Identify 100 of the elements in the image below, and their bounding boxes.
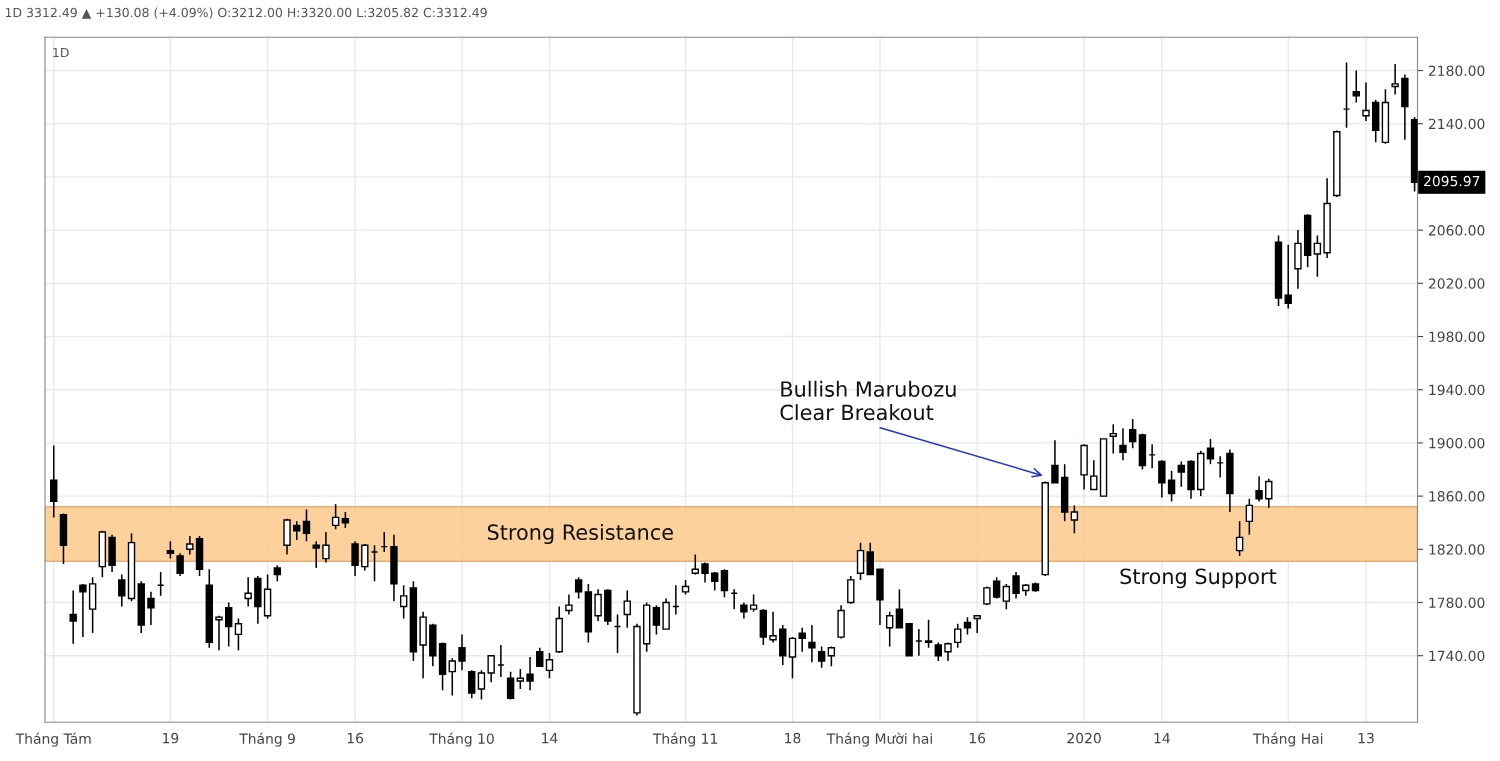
y-tick-label: 1900.00 [1429,437,1485,449]
candlestick [944,641,952,662]
candlestick [458,633,466,672]
x-tick-label: Tháng Tám [15,732,91,747]
y-tick-label: 1980.00 [1429,331,1485,342]
annotation: Bullish Marubozu Clear Breakout [780,380,956,421]
candlestick [769,611,777,644]
candlestick [720,568,729,598]
candlestick [924,619,933,649]
candlestick [361,543,369,572]
candlestick [934,641,942,662]
candlestick [594,588,602,622]
candlestick [1119,427,1127,461]
candlestick [885,611,894,648]
candlestick [244,576,252,608]
x-tick-label: Tháng 10 [429,732,494,747]
candlestick [856,541,865,581]
candlestick [312,540,320,569]
candlestick [973,615,981,634]
candlestick [574,576,583,600]
candlestick [1167,470,1176,503]
candlestick [817,645,826,669]
y-tick-label: 1780.00 [1429,597,1485,608]
x-tick-label: 2020 [1067,732,1101,744]
y-tick-label: 2060.00 [1428,225,1485,236]
candlestick [1109,423,1117,455]
candlestick [545,652,554,680]
candlestick [225,601,233,648]
candlestick [1391,63,1399,96]
candlestick [176,552,184,577]
candlestick [506,670,515,701]
candlestick [1284,243,1292,310]
candlestick [1352,69,1360,104]
candlestick [652,604,661,636]
candlestick [468,669,476,700]
candlestick [1255,475,1263,503]
candlestick [331,503,340,531]
x-tick-label: 14 [542,733,558,744]
candlestick [1128,418,1137,449]
candlestick [1070,504,1079,535]
candlestick [808,624,816,664]
y-tick-label: 2140.00 [1428,118,1485,130]
candlestick [623,589,631,629]
candlestick [798,627,806,653]
annotation: Strong Support [1120,568,1277,589]
candlestick [1235,520,1244,557]
x-tick-label: 14 [1154,733,1170,744]
candlestick [50,444,58,519]
candlestick [487,654,495,684]
x-tick-label: 19 [163,732,179,744]
text: 2095.97 [1424,175,1480,187]
x-tick-label: Tháng Hai [1252,732,1323,747]
candlestick [866,541,874,576]
candlestick [1265,478,1273,509]
candlestick [477,669,486,701]
candlestick [1051,439,1059,484]
candlestick [186,535,194,556]
candlestick [526,656,534,692]
x-tick-label: 18 [785,732,801,744]
candlestick [1313,234,1322,278]
candlestick [788,636,797,680]
candlestick [118,573,126,608]
candlestick [79,583,87,638]
x-tick-label: 13 [1358,732,1374,744]
candlestick [954,623,962,649]
candlestick [1206,438,1215,465]
candlestick [234,617,243,652]
y-tick-label: 1820.00 [1429,544,1485,555]
candlestick [1012,571,1020,600]
chart-title: 1D 3312.49 ▲ +130.08 (+4.09%) O:3212.00 H:3320.00 L:3205.82 C:3312.49 [5,7,487,19]
x-tick-label: 16 [347,732,364,744]
y-tick-label: 1740.00 [1429,650,1485,662]
x-tick-label: Tháng 11 [652,732,718,747]
y-tick-label: 1940.00 [1429,384,1485,396]
y-tick-label: 2020.00 [1428,278,1485,289]
candlestick [1002,583,1011,610]
candlestick [1158,459,1166,499]
x-tick-label: 16 [969,732,986,744]
candlestick [992,576,1001,600]
candlestick [448,657,456,697]
candlestick [847,575,855,605]
candlestick [215,615,223,652]
candlestick [711,571,719,592]
candlestick [322,531,330,564]
candlestick [536,646,544,668]
candlestick [69,589,77,645]
candlestick [1177,460,1186,488]
candlestick [399,584,408,620]
candlestick [302,508,311,543]
x-tick-label: Tháng 9 [239,732,295,747]
candlestick [516,668,525,690]
text: 1D [53,47,69,58]
y-tick-label: 1860.00 [1429,491,1485,502]
candlestick [827,645,836,668]
candlestick [351,540,359,577]
candlestick [565,593,573,616]
candlestick [1245,498,1254,536]
y-tick-label: 2180.00 [1428,65,1485,77]
candlestick [1090,459,1098,491]
candlestick [895,588,904,629]
